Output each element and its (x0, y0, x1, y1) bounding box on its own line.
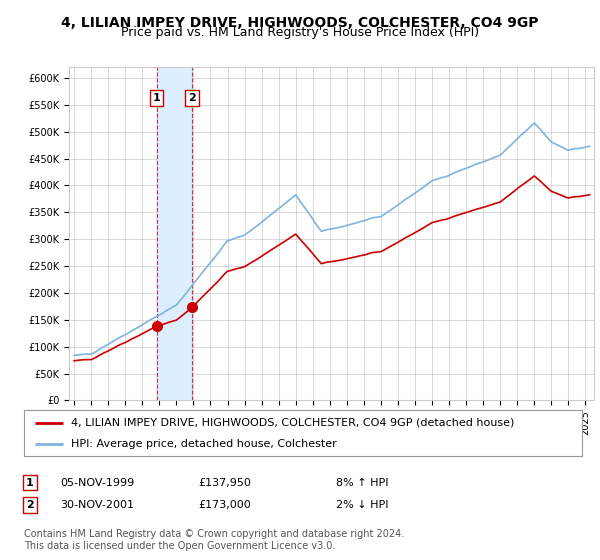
Text: Price paid vs. HM Land Registry's House Price Index (HPI): Price paid vs. HM Land Registry's House … (121, 26, 479, 39)
Text: 2% ↓ HPI: 2% ↓ HPI (336, 500, 389, 510)
Text: £173,000: £173,000 (198, 500, 251, 510)
Text: 2: 2 (188, 93, 196, 103)
Text: 30-NOV-2001: 30-NOV-2001 (60, 500, 134, 510)
Text: 2: 2 (26, 500, 34, 510)
Text: 05-NOV-1999: 05-NOV-1999 (60, 478, 134, 488)
Bar (157, 67, 192, 400)
Text: 4, LILIAN IMPEY DRIVE, HIGHWOODS, COLCHESTER, CO4 9GP: 4, LILIAN IMPEY DRIVE, HIGHWOODS, COLCHE… (61, 16, 539, 30)
Text: 1: 1 (153, 93, 161, 103)
Text: HPI: Average price, detached house, Colchester: HPI: Average price, detached house, Colc… (71, 439, 337, 449)
Text: 8% ↑ HPI: 8% ↑ HPI (336, 478, 389, 488)
Text: 1: 1 (26, 478, 34, 488)
Text: Contains HM Land Registry data © Crown copyright and database right 2024.
This d: Contains HM Land Registry data © Crown c… (24, 529, 404, 551)
Text: £137,950: £137,950 (198, 478, 251, 488)
Text: 4, LILIAN IMPEY DRIVE, HIGHWOODS, COLCHESTER, CO4 9GP (detached house): 4, LILIAN IMPEY DRIVE, HIGHWOODS, COLCHE… (71, 418, 515, 428)
